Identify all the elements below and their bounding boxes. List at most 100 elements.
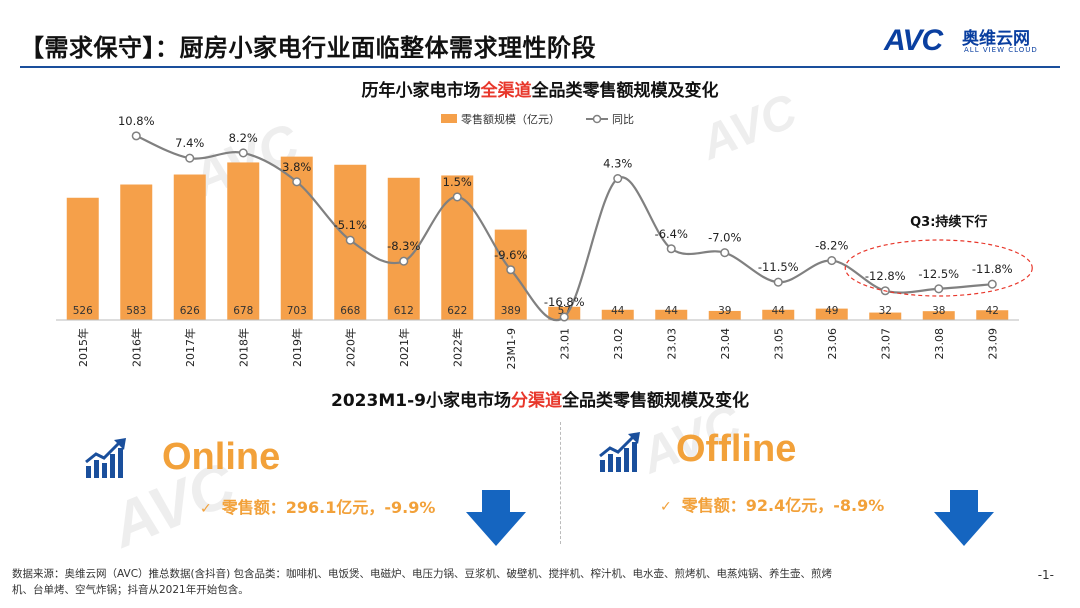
offline-stat-text: 零售额：92.4亿元，-8.9% [681, 496, 885, 515]
bar-value-label: 626 [180, 305, 200, 317]
yoy-point [827, 256, 837, 266]
bar [708, 310, 741, 320]
legend-bar-swatch [441, 114, 457, 123]
yoy-point [292, 177, 302, 187]
yoy-point [452, 192, 462, 202]
bar-value-label: 42 [986, 305, 999, 317]
avc-logo: AVC 奥维云网 ALL VIEW CLOUD [884, 24, 1054, 60]
bar [66, 197, 99, 320]
bar-value-label: 44 [611, 305, 625, 317]
bar-value-label: 39 [718, 305, 731, 317]
bar-value-label: 668 [340, 305, 360, 317]
legend-bar-label: 零售额规模（亿元） [461, 112, 560, 126]
yoy-point [720, 248, 730, 258]
section-title: 2023M1-9小家电市场分渠道全品类零售额规模及变化 [0, 386, 1080, 411]
x-tick-label: 2018年 [236, 328, 250, 367]
bar-value-label: 38 [932, 305, 945, 317]
online-stat-text: 零售额：296.1亿元，-9.9% [221, 498, 436, 517]
yoy-point [399, 256, 409, 266]
down-arrow-icon [466, 490, 526, 546]
yoy-label: -12.8% [865, 269, 906, 283]
yoy-point [987, 279, 997, 289]
online-stat: ✓ 零售额：296.1亿元，-9.9% [200, 494, 435, 518]
x-tick-label: 23.07 [879, 328, 892, 360]
offline-stat: ✓ 零售额：92.4亿元，-8.9% [660, 492, 884, 516]
yoy-label: 3.8% [282, 160, 311, 174]
legend-line-marker [592, 114, 602, 124]
yoy-point [666, 244, 676, 254]
yoy-point [773, 277, 783, 287]
x-tick-label: 2021年 [397, 328, 411, 367]
bar [655, 309, 688, 320]
bar-value-label: 583 [126, 305, 146, 317]
section-title-suffix: 全品类零售额规模及变化 [561, 391, 749, 411]
yoy-label: 1.5% [443, 175, 472, 189]
bar-value-label: 44 [772, 305, 786, 317]
bar [173, 174, 206, 320]
x-tick-label: 23.08 [933, 328, 946, 360]
bar-value-label: 612 [394, 305, 414, 317]
yoy-point [559, 312, 569, 322]
x-tick-label: 23M1-9 [505, 328, 518, 369]
yoy-label: 4.3% [603, 157, 632, 171]
yoy-label: -7.0% [708, 231, 741, 245]
bar [494, 229, 527, 320]
legend-line-label: 同比 [612, 113, 634, 126]
chart-title-highlight: 全渠道 [480, 81, 532, 101]
yoy-point [131, 131, 141, 141]
x-tick-label: 2022年 [450, 328, 464, 367]
yoy-label: -11.8% [972, 262, 1013, 276]
bar-value-label: 44 [665, 305, 679, 317]
yoy-point [185, 153, 195, 163]
online-label: Online [162, 436, 281, 478]
x-tick-label: 23.02 [612, 328, 625, 360]
x-tick-label: 2019年 [290, 328, 304, 367]
yoy-point [238, 148, 248, 158]
bar-value-label: 678 [233, 305, 253, 317]
check-icon: ✓ [660, 499, 672, 515]
bar [120, 184, 153, 320]
slide-title: 【需求保守】：厨房小家电行业面临整体需求理性阶段 [20, 34, 596, 62]
yoy-label: -5.1% [334, 218, 367, 232]
chart-title-prefix: 历年小家电市场 [361, 81, 481, 101]
x-tick-label: 2017年 [183, 328, 197, 367]
yoy-label: 7.4% [175, 136, 204, 150]
page-number: -1- [1037, 568, 1054, 582]
yoy-point [613, 173, 623, 184]
section-title-highlight: 分渠道 [510, 391, 562, 411]
x-tick-label: 23.09 [986, 328, 999, 360]
check-icon: ✓ [200, 501, 212, 517]
logo-text: AVC [884, 24, 943, 57]
yoy-point [345, 235, 355, 245]
source-footnote: 数据来源：奥维云网（AVC）推总数据(含抖音) 包含品类：咖啡机、电饭煲、电磁炉… [12, 568, 833, 596]
chart-title-suffix: 全品类零售额规模及变化 [531, 81, 719, 101]
q3-annotation: Q3:持续下行 [910, 214, 987, 230]
x-tick-label: 23.05 [772, 328, 785, 360]
sales-chart: 零售额规模（亿元） 同比 526 2015年 583 2016年 626 2017年 678 20… [56, 112, 1033, 369]
q3-ellipse [844, 239, 1033, 297]
yoy-label: -8.3% [387, 239, 420, 253]
bar-value-label: 32 [879, 305, 892, 317]
logo-cn: 奥维云网 [962, 29, 1030, 49]
bar [922, 311, 955, 320]
logo-sub: ALL VIEW CLOUD [964, 46, 1038, 54]
yoy-label: 10.8% [118, 114, 155, 128]
yoy-label: -16.8% [544, 295, 585, 309]
offline-label: Offline [676, 428, 797, 470]
yoy-label: 8.2% [229, 131, 258, 145]
bar [227, 162, 260, 320]
bar [601, 309, 634, 320]
bar [762, 309, 795, 320]
chart-title: 历年小家电市场全渠道全品类零售额规模及变化 [0, 76, 1080, 101]
yoy-label: -11.5% [758, 260, 799, 274]
bar-value-label: 526 [73, 305, 93, 317]
x-tick-label: 2020年 [343, 328, 357, 367]
bar-value-label: 622 [447, 305, 467, 317]
x-tick-label: 23.01 [558, 328, 571, 360]
channel-divider [560, 422, 561, 544]
bar-value-label: 49 [825, 305, 838, 317]
down-arrow-icon [934, 490, 994, 546]
bar-value-label: 703 [287, 305, 307, 317]
x-tick-label: 2016年 [129, 328, 143, 367]
x-tick-label: 23.03 [665, 328, 678, 360]
